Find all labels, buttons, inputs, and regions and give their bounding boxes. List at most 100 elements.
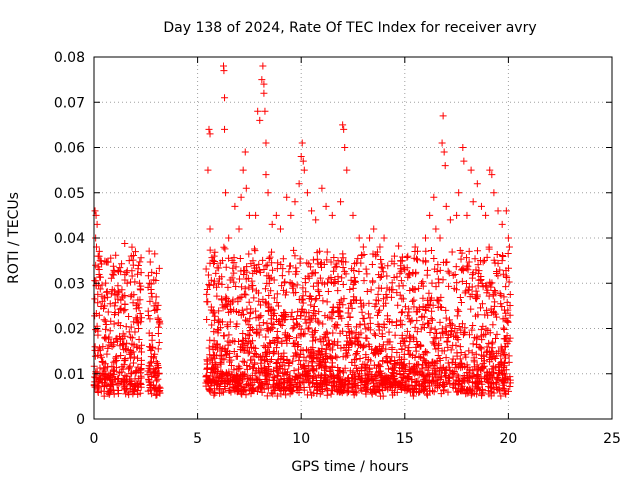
- data-point: [318, 388, 326, 396]
- data-point: [439, 112, 447, 120]
- data-point: [203, 364, 211, 372]
- data-point: [250, 294, 258, 302]
- data-point: [375, 322, 383, 330]
- data-point: [116, 342, 124, 350]
- data-point: [274, 335, 282, 343]
- data-point: [232, 263, 240, 271]
- data-point: [209, 346, 217, 354]
- data-point: [301, 368, 309, 376]
- data-point: [269, 390, 277, 398]
- data-point: [404, 385, 412, 393]
- data-point: [129, 299, 137, 307]
- data-point: [99, 358, 107, 366]
- data-point: [436, 318, 444, 326]
- data-point: [337, 296, 345, 304]
- data-point: [452, 286, 460, 294]
- data-point: [357, 251, 365, 259]
- data-point: [426, 211, 434, 219]
- data-point: [351, 382, 359, 390]
- data-point: [127, 333, 135, 341]
- data-point: [150, 302, 158, 310]
- data-point: [233, 320, 241, 328]
- data-point: [308, 362, 316, 370]
- data-point: [316, 274, 324, 282]
- data-point: [320, 371, 328, 379]
- y-tick-label: 0.07: [54, 95, 85, 111]
- data-point: [202, 379, 210, 387]
- data-point: [449, 355, 457, 363]
- data-point: [482, 325, 490, 333]
- data-point: [255, 297, 263, 305]
- data-point: [144, 371, 152, 379]
- data-point: [203, 290, 211, 298]
- data-point: [334, 321, 342, 329]
- data-point: [103, 293, 111, 301]
- data-point: [382, 354, 390, 362]
- data-point: [111, 357, 119, 365]
- data-point: [218, 257, 226, 265]
- data-point: [334, 273, 342, 281]
- data-point: [231, 202, 239, 210]
- data-point: [263, 392, 271, 400]
- data-point: [276, 317, 284, 325]
- data-point: [462, 280, 470, 288]
- data-point: [455, 189, 463, 197]
- data-point: [504, 250, 512, 258]
- data-point: [442, 328, 450, 336]
- data-point: [129, 261, 137, 269]
- data-point: [434, 382, 442, 390]
- data-point: [94, 252, 102, 260]
- data-point: [347, 339, 355, 347]
- data-point: [488, 344, 496, 352]
- data-point: [387, 382, 395, 390]
- data-point: [273, 290, 281, 298]
- data-point: [388, 279, 396, 287]
- data-point: [368, 260, 376, 268]
- data-point: [465, 258, 473, 266]
- data-point: [101, 317, 109, 325]
- data-point: [302, 371, 310, 379]
- data-point: [478, 392, 486, 400]
- data-point: [398, 253, 406, 261]
- data-point: [134, 354, 142, 362]
- data-point: [100, 392, 108, 400]
- data-point: [398, 320, 406, 328]
- data-point: [304, 325, 312, 333]
- data-point: [410, 296, 418, 304]
- data-point: [446, 321, 454, 329]
- data-point: [154, 330, 162, 338]
- data-point: [402, 365, 410, 373]
- data-point: [251, 264, 259, 272]
- data-point: [431, 367, 439, 375]
- data-point: [263, 261, 271, 269]
- data-point: [265, 291, 273, 299]
- data-point: [355, 340, 363, 348]
- data-point: [104, 389, 112, 397]
- data-point: [137, 356, 145, 364]
- data-point: [408, 388, 416, 396]
- data-point: [371, 302, 379, 310]
- data-point: [377, 263, 385, 271]
- data-point: [241, 148, 249, 156]
- data-point: [217, 360, 225, 368]
- data-point: [388, 353, 396, 361]
- data-point: [469, 321, 477, 329]
- data-point: [351, 296, 359, 304]
- data-point: [279, 356, 287, 364]
- data-point: [120, 361, 128, 369]
- data-point: [384, 315, 392, 323]
- data-point: [204, 271, 212, 279]
- data-point: [450, 367, 458, 375]
- data-point: [428, 307, 436, 315]
- data-point: [385, 328, 393, 336]
- data-point: [91, 295, 99, 303]
- data-point: [359, 315, 367, 323]
- data-point: [270, 276, 278, 284]
- data-point: [473, 341, 481, 349]
- data-point: [368, 345, 376, 353]
- data-point: [125, 257, 133, 265]
- data-point: [318, 184, 326, 192]
- data-point: [210, 252, 218, 260]
- data-point: [291, 376, 299, 384]
- data-point: [371, 331, 379, 339]
